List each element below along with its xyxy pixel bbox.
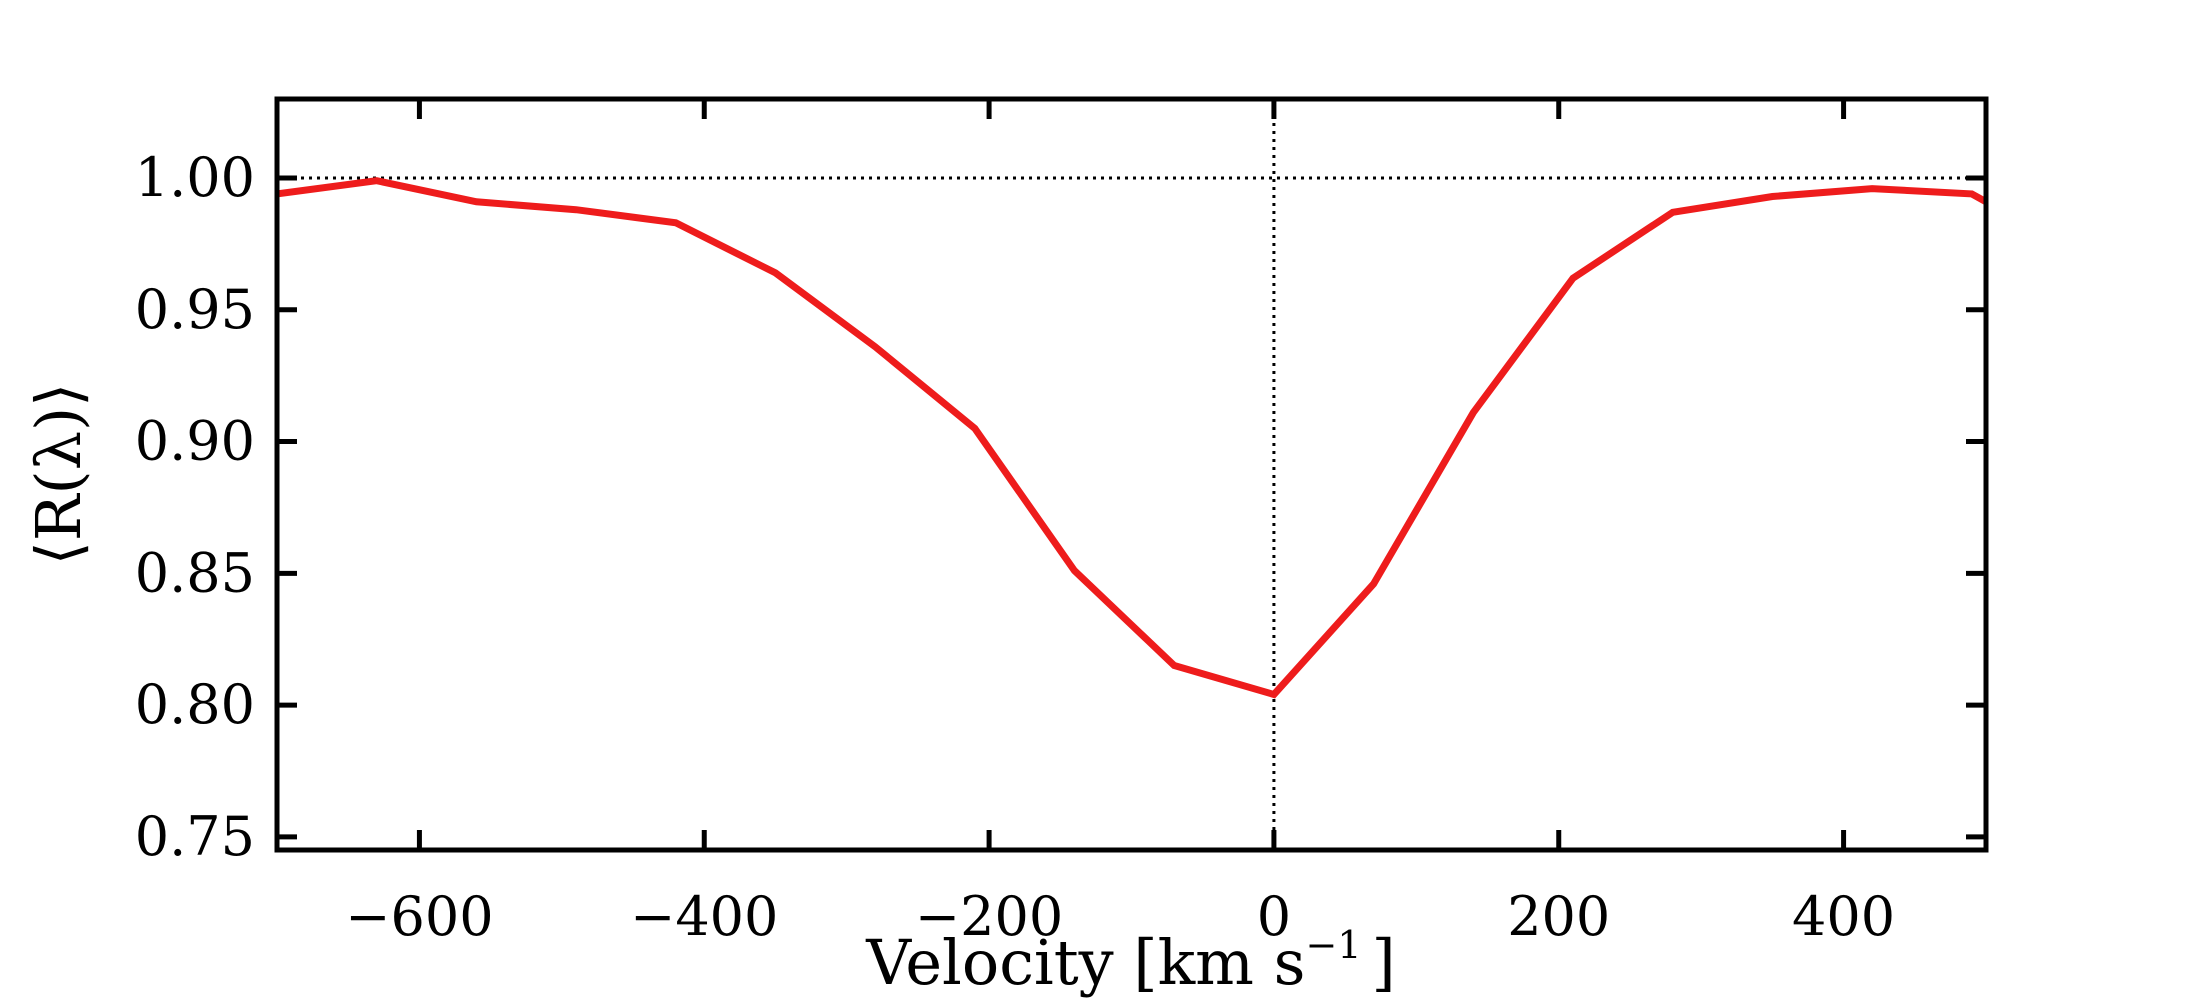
y-axis-label: ⟨R(λ)⟩ xyxy=(22,383,95,566)
x-tick-label: 0 xyxy=(1257,885,1291,948)
plot-frame xyxy=(274,96,1989,853)
x-tick-label: −600 xyxy=(345,885,493,948)
tick-labels: −600 −400 −200 0 200 400 0.75 0.80 0.85 0.90 0.95 1… xyxy=(135,146,1895,948)
reference-lines xyxy=(277,99,1986,850)
y-tick-label: 0.95 xyxy=(135,278,255,341)
x-tick-label: 200 xyxy=(1507,885,1610,948)
series-layer xyxy=(277,177,1986,699)
x-tick-label: 400 xyxy=(1792,885,1895,948)
y-tick-label: 1.00 xyxy=(135,146,255,209)
series-line-0 xyxy=(277,177,1986,699)
ticks xyxy=(277,99,1986,850)
y-tick-label: 0.90 xyxy=(135,410,255,473)
y-tick-label: 0.80 xyxy=(135,673,255,736)
x-axis-label: Velocity [km s−1] xyxy=(865,923,1395,999)
y-tick-label: 0.85 xyxy=(135,541,255,604)
x-tick-label: −400 xyxy=(630,885,778,948)
x-tick-label: −200 xyxy=(915,885,1063,948)
y-tick-label: 0.75 xyxy=(135,805,255,868)
